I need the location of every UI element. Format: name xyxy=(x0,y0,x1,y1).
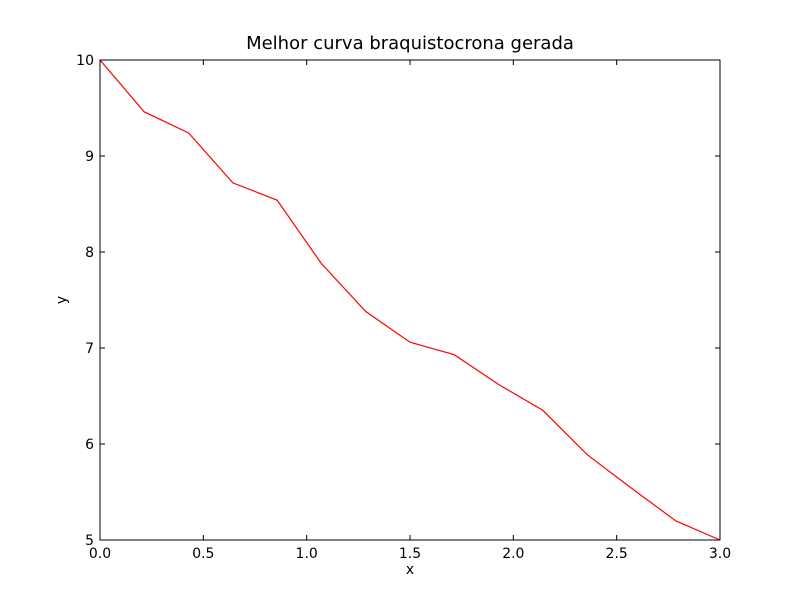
y-tick-label: 7 xyxy=(85,341,94,357)
chart-title: Melhor curva braquistocrona gerada xyxy=(246,33,574,54)
y-tick-label: 5 xyxy=(85,533,94,549)
x-tick-label: 2.5 xyxy=(606,546,628,562)
y-tick-label: 6 xyxy=(85,437,94,453)
x-tick-label: 1.5 xyxy=(399,546,421,562)
x-tick-label: 0.5 xyxy=(192,546,214,562)
x-tick-label: 2.0 xyxy=(502,546,524,562)
axes-frame xyxy=(99,59,721,541)
y-tick-label: 10 xyxy=(76,53,94,69)
x-tick-label: 1.0 xyxy=(296,546,318,562)
x-axis-label: x xyxy=(406,562,414,578)
series-line xyxy=(99,59,721,541)
y-axis-label: y xyxy=(54,296,70,304)
x-tick-label: 3.0 xyxy=(709,546,731,562)
y-tick-label: 8 xyxy=(85,245,94,261)
x-tick-label: 0.0 xyxy=(89,546,111,562)
y-tick-label: 9 xyxy=(85,149,94,165)
plot-area: 0.0 0.5 1.0 1.5 2.0 2.5 3.0 5 6 7 8 9 10 xyxy=(76,53,731,562)
